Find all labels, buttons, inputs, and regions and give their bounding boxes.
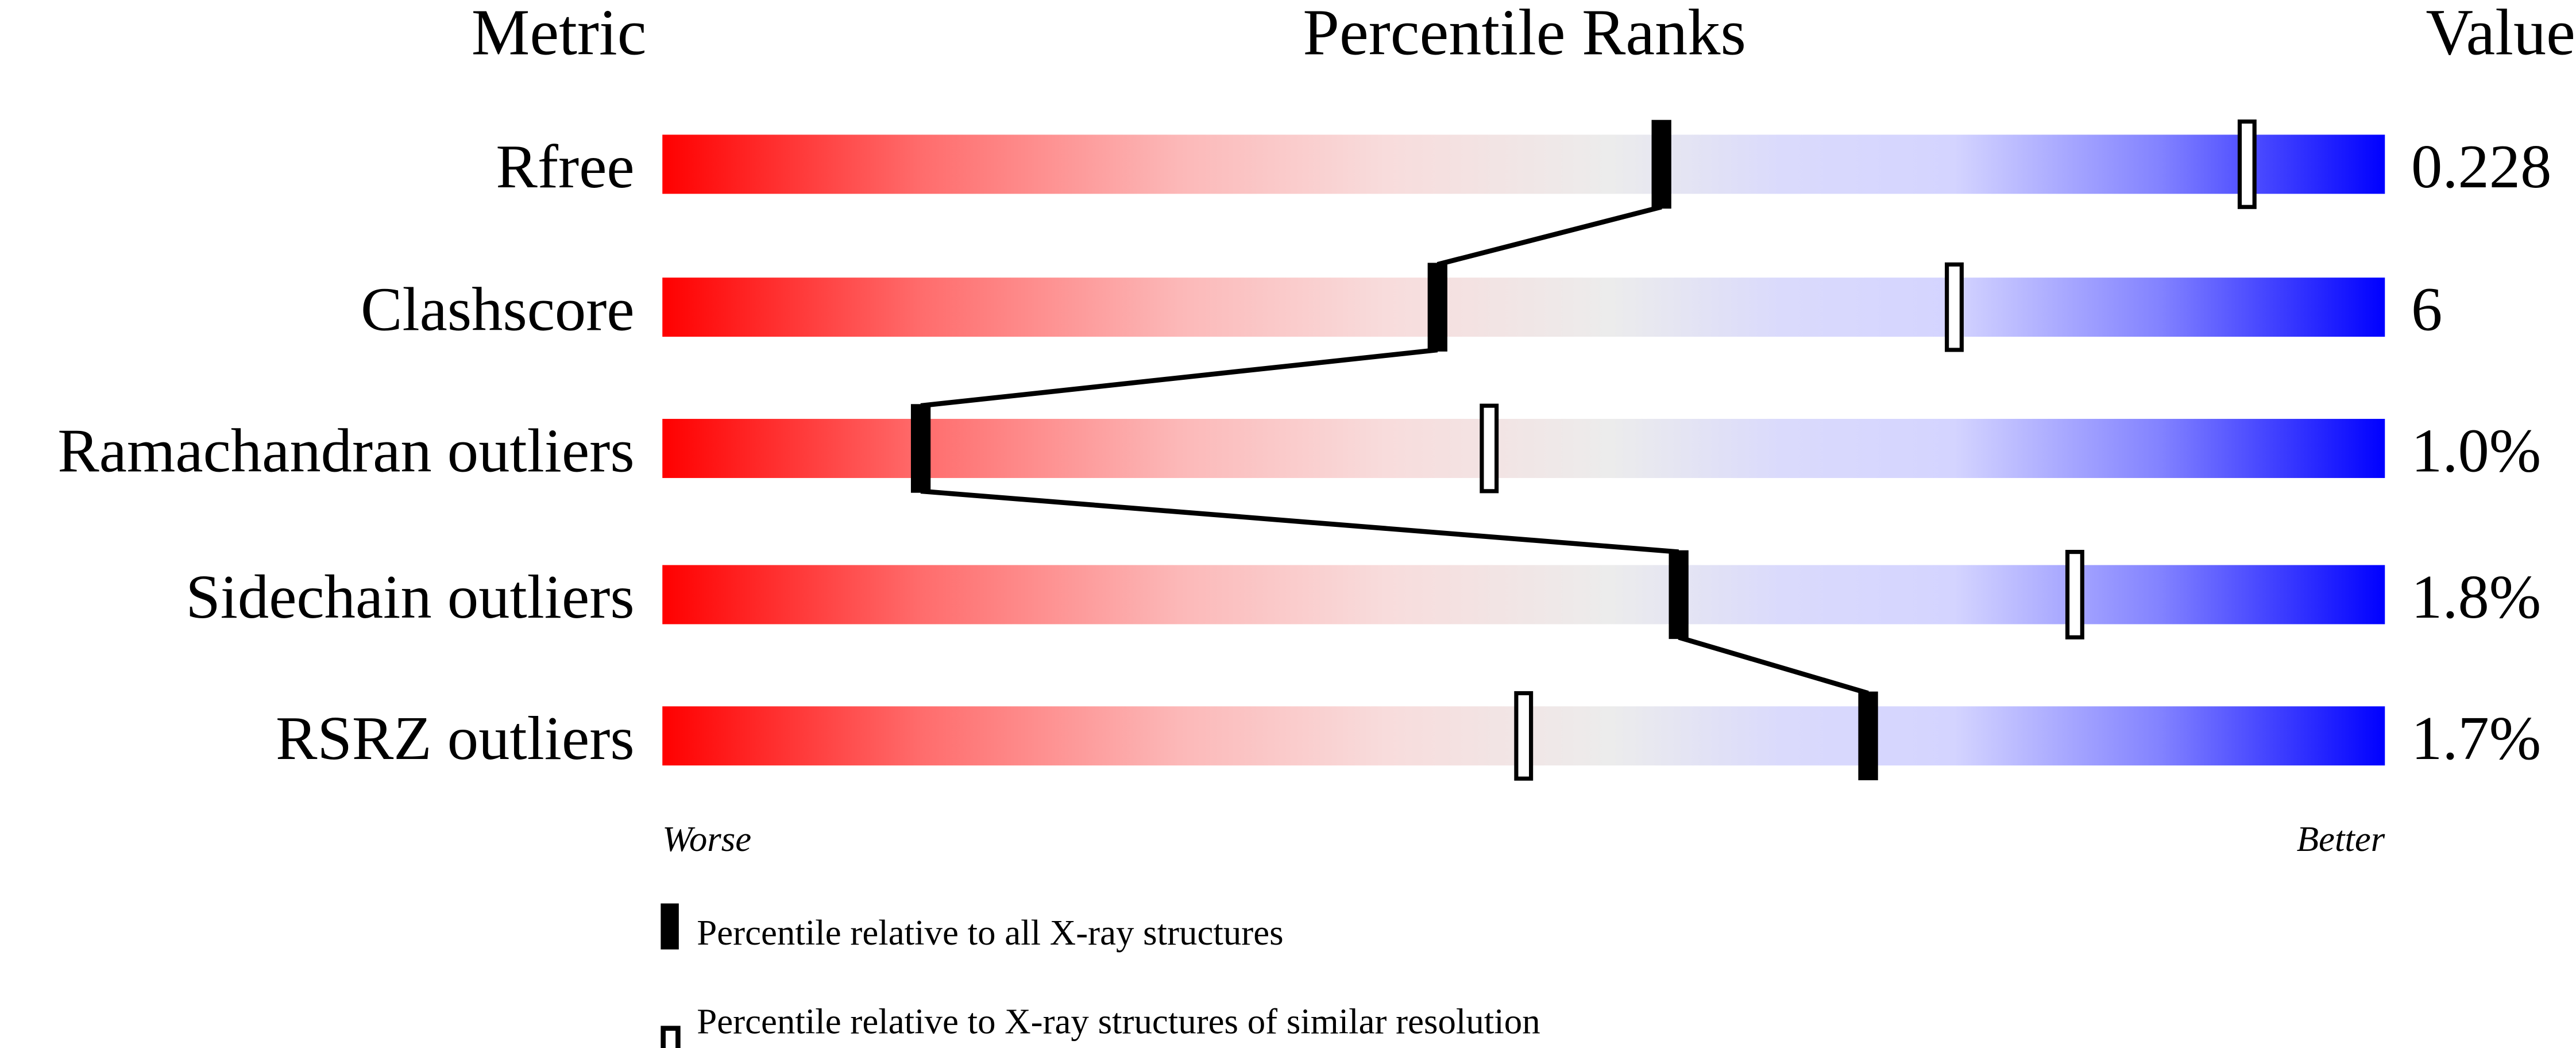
similar-resolution-marker xyxy=(2237,119,2257,209)
connector-line xyxy=(920,347,1438,409)
all-structures-marker xyxy=(1651,120,1671,209)
legend-hollow-marker xyxy=(661,1026,681,1048)
similar-resolution-marker xyxy=(1945,262,1964,352)
percentile-bar xyxy=(662,278,2385,337)
metric-value: 1.7% xyxy=(2411,704,2541,773)
similar-resolution-marker xyxy=(2065,550,2084,639)
axis-worse-label: Worse xyxy=(662,819,751,859)
metric-value: 6 xyxy=(2411,275,2442,344)
metric-label: Ramachandran outliers xyxy=(57,417,634,486)
connector-line xyxy=(1436,205,1662,267)
metric-label: RSRZ outliers xyxy=(276,704,635,773)
metric-label: Rfree xyxy=(496,132,634,201)
percentile-bar xyxy=(662,134,2385,194)
connector-line xyxy=(920,488,1679,554)
legend-filled-marker xyxy=(661,903,679,950)
header-percentile-ranks: Percentile Ranks xyxy=(1303,0,1746,68)
percentile-bar xyxy=(662,565,2385,625)
all-structures-marker xyxy=(1427,263,1447,352)
percentile-bar xyxy=(662,419,2385,478)
metric-label: Sidechain outliers xyxy=(186,562,634,631)
similar-resolution-marker xyxy=(1514,691,1534,781)
all-structures-marker xyxy=(1669,550,1689,639)
all-structures-marker xyxy=(910,404,931,493)
similar-resolution-marker xyxy=(1480,403,1499,494)
connector-line xyxy=(1678,635,1869,696)
header-metric: Metric xyxy=(472,0,647,68)
metric-value: 0.228 xyxy=(2411,132,2551,201)
legend-all-label: Percentile relative to all X-ray structu… xyxy=(697,912,1283,953)
metric-value: 1.8% xyxy=(2411,562,2541,631)
header-value: Value xyxy=(2426,0,2575,68)
axis-better-label: Better xyxy=(2297,819,2385,859)
legend-similar-label: Percentile relative to X-ray structures … xyxy=(697,1001,1540,1041)
metric-value: 1.0% xyxy=(2411,417,2541,486)
all-structures-marker xyxy=(1858,691,1878,780)
metric-label: Clashscore xyxy=(361,275,635,344)
